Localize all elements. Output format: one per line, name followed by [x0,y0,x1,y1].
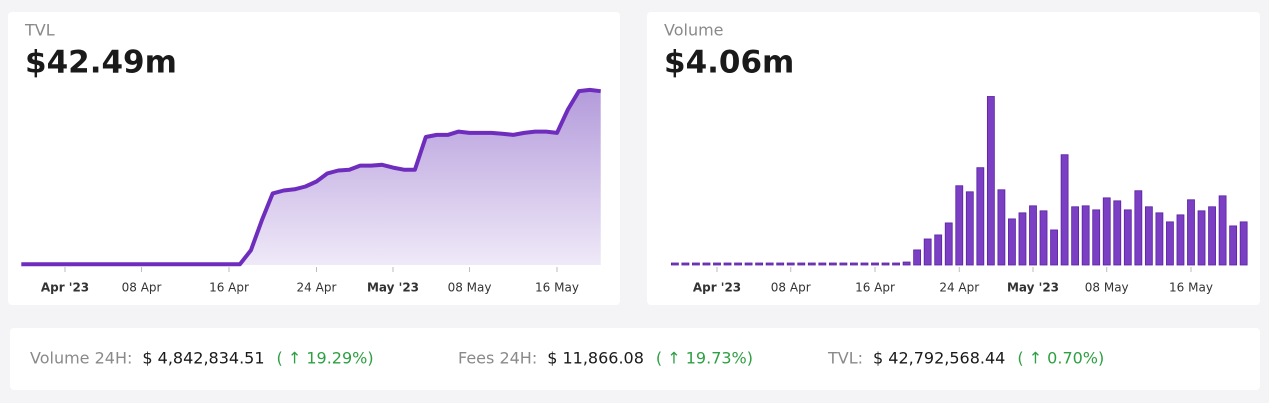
headline: $42.49m [25,45,177,81]
x-tick-label: 24 Apr [939,281,979,295]
x-tick-label: Apr '23 [693,281,741,295]
x-tick-label: 08 Apr [122,281,162,295]
bar [986,96,995,266]
bar [702,262,711,266]
bar [1218,195,1227,266]
bar [681,262,690,266]
x-tick-label: 24 Apr [297,281,337,295]
bar [934,234,943,266]
bar [755,262,764,266]
bar [902,261,911,266]
x-tick-label: 16 Apr [209,281,249,295]
bar [871,262,879,266]
bar [1050,229,1058,266]
bar [1187,199,1195,266]
bar [881,262,890,266]
bar [850,262,858,266]
bar [965,191,974,266]
bar [713,262,721,266]
stat-label: Volume 24H: [30,349,132,368]
bar [1166,221,1174,266]
chart-title: Volume [664,21,724,40]
stat-value: $ 11,866.08 [547,349,644,368]
bar [1060,154,1069,266]
chart-title: TVL [24,21,55,40]
stat-value: $ 4,842,834.51 [142,349,264,368]
bar [1123,209,1132,266]
stat-label: TVL: [827,349,863,368]
bar [828,262,837,266]
bar [1102,197,1111,266]
bar [1092,209,1101,266]
x-tick-label: May '23 [367,281,419,295]
x-tick-label: 08 Apr [771,281,811,295]
bar [734,262,742,266]
bar [1008,218,1016,266]
bar [765,262,774,266]
stats-panel [10,328,1260,390]
bar [776,262,785,266]
bar [670,262,679,266]
bar [976,167,985,266]
bar [1134,190,1143,266]
stat-value: $ 42,792,568.44 [873,349,1005,368]
bar [807,262,816,266]
bar [1155,212,1164,266]
x-tick-label: 16 May [535,281,579,295]
headline: $4.06m [664,45,794,81]
bar [744,262,753,266]
bar [1081,205,1090,266]
bar [1208,206,1216,266]
bar [1144,206,1153,266]
line [21,87,601,267]
bar [860,262,869,266]
bar [818,262,827,266]
bar [1113,200,1122,266]
x-tick-label: 16 Apr [855,281,895,295]
bar [786,262,795,266]
bar [1176,214,1185,266]
bar [692,262,700,266]
stat-change: ( ↑ 19.29%) [277,349,374,368]
bar [892,262,900,266]
bar [1029,205,1037,266]
x-tick-label: May '23 [1007,281,1059,295]
bar [1018,212,1027,266]
bar [1239,221,1248,266]
bar [944,222,953,266]
x-tick-label: Apr '23 [41,281,89,295]
bar [797,262,806,266]
stat-change: ( ↑ 19.73%) [656,349,753,368]
bar [1197,210,1206,266]
bar [1071,206,1080,266]
x-tick-label: 16 May [1169,281,1213,295]
bar [839,262,848,266]
bar [955,185,964,266]
bar [997,189,1006,266]
bar [723,262,732,266]
stat-label: Fees 24H: [458,349,537,368]
stat-change: ( ↑ 0.70%) [1017,349,1104,368]
bar [1229,225,1238,266]
bar [923,238,932,266]
x-tick-label: 08 May [1085,281,1129,295]
x-tick-label: 08 May [448,281,492,295]
bar [1039,210,1048,266]
bar [913,249,922,266]
